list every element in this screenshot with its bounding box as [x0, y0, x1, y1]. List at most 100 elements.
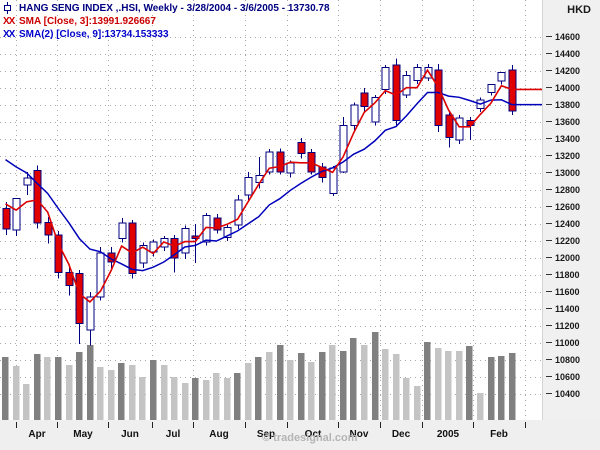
candle-body	[75, 272, 84, 324]
candle-body	[360, 92, 369, 108]
price-tick-label: 12000	[555, 253, 581, 263]
month-label: Apr	[28, 429, 46, 440]
price-tick: 14200	[544, 66, 600, 76]
chart-legend: HANG SENG INDEX ,.HSI, Weekly - 3/28/200…	[3, 2, 330, 41]
volume-bar	[139, 377, 146, 420]
price-tick-label: 13600	[555, 117, 581, 127]
tick-dash	[546, 342, 552, 343]
time-tick	[338, 422, 339, 428]
candle-body	[276, 151, 285, 173]
tick-dash	[546, 189, 552, 190]
volume-bar	[192, 378, 199, 420]
time-tick	[57, 422, 58, 428]
series-title: HANG SENG INDEX ,.HSI, Weekly - 3/28/200…	[19, 3, 330, 14]
price-tick: 13800	[544, 100, 600, 110]
tick-dash	[546, 206, 552, 207]
volume-bar	[161, 365, 168, 420]
price-tick: 12200	[544, 236, 600, 246]
price-tick-label: 11600	[555, 287, 580, 297]
price-tick: 10800	[544, 355, 600, 365]
volume-bar	[509, 353, 516, 420]
volume-bar	[498, 356, 505, 420]
volume-bar	[456, 351, 463, 420]
price-tick: 14600	[544, 32, 600, 42]
currency-label: HKD	[567, 4, 591, 16]
candle-body	[350, 104, 359, 126]
month-label: Aug	[209, 429, 229, 440]
tick-dash	[546, 172, 552, 173]
price-tick: 11000	[544, 338, 600, 348]
sma9-indicator-icon: XX	[3, 29, 15, 40]
candle-body	[118, 222, 127, 239]
candle-body	[139, 244, 148, 264]
candle-body	[286, 162, 295, 174]
sma3-line	[5, 68, 542, 303]
volume-bar	[234, 373, 241, 420]
time-tick	[473, 422, 474, 428]
volume-bar	[298, 353, 305, 420]
candle-body	[487, 84, 496, 93]
month-label: 2005	[436, 429, 460, 440]
volume-bar	[129, 365, 136, 420]
time-tick	[422, 422, 423, 428]
candle-body	[371, 96, 380, 123]
volume-bar	[329, 345, 336, 420]
volume-bar	[66, 365, 73, 420]
volume-bar	[34, 354, 41, 420]
volume-bar	[182, 383, 189, 420]
price-tick: 14400	[544, 49, 600, 59]
tick-dash	[546, 138, 552, 139]
volume-bar	[435, 348, 442, 420]
price-tick: 12000	[544, 253, 600, 263]
volume-bar	[287, 360, 294, 420]
price-tick-label: 12200	[555, 236, 581, 246]
price-tick-label: 14400	[555, 49, 581, 59]
volume-bar	[361, 345, 368, 420]
volume-bar	[424, 342, 431, 420]
price-axis[interactable]: HKD 14600 14400 14200 14000 13800 13600 13400 1…	[544, 0, 600, 420]
price-tick-label: 13800	[555, 100, 581, 110]
tick-dash	[546, 376, 552, 377]
volume-bar	[477, 393, 484, 420]
candle-body	[381, 67, 390, 91]
time-tick	[16, 422, 17, 428]
candle-body	[508, 69, 517, 112]
time-axis[interactable]: Apr May Jun Jul Aug Sep Oct Nov Dec 2005 Feb © tra…	[0, 420, 600, 450]
price-tick: 11800	[544, 270, 600, 280]
month-label: May	[73, 429, 93, 440]
time-tick	[245, 422, 246, 428]
price-tick-label: 11000	[555, 338, 580, 348]
price-tick: 10600	[544, 372, 600, 382]
sma9-line	[5, 91, 542, 272]
time-tick	[152, 422, 153, 428]
series-title-row[interactable]: HANG SENG INDEX ,.HSI, Weekly - 3/28/200…	[3, 2, 330, 15]
sma3-indicator-icon: XX	[3, 16, 15, 27]
chart-canvas[interactable]: HANG SENG INDEX ,.HSI, Weekly - 3/28/200…	[0, 0, 543, 420]
volume-bar	[382, 349, 389, 420]
time-tick	[380, 422, 381, 428]
candle-body	[223, 226, 232, 239]
month-label: Jul	[165, 429, 181, 440]
volume-bar	[2, 357, 9, 420]
candle-body	[413, 67, 422, 81]
candle-body	[23, 177, 32, 186]
price-tick: 13000	[544, 168, 600, 178]
volume-bars	[2, 332, 516, 420]
price-tick: 13400	[544, 134, 600, 144]
price-tick: 12800	[544, 185, 600, 195]
volume-bar	[277, 345, 284, 420]
price-tick-label: 13200	[555, 151, 581, 161]
candle-body	[445, 114, 454, 138]
time-tick	[108, 422, 109, 428]
month-label: Dec	[391, 429, 411, 440]
tick-dash	[546, 87, 552, 88]
price-tick-label: 12400	[555, 219, 581, 229]
indicator-sma3-row[interactable]: XX SMA [Close, 3]:13991.926667	[3, 15, 330, 28]
price-tick: 12600	[544, 202, 600, 212]
indicator-sma9-row[interactable]: XX SMA(2) [Close, 9]:13734.153333	[3, 28, 330, 41]
candle-body	[181, 227, 190, 254]
tick-dash	[546, 104, 552, 105]
volume-bar	[150, 360, 157, 420]
price-tick: 14000	[544, 83, 600, 93]
volume-bar	[393, 354, 400, 420]
